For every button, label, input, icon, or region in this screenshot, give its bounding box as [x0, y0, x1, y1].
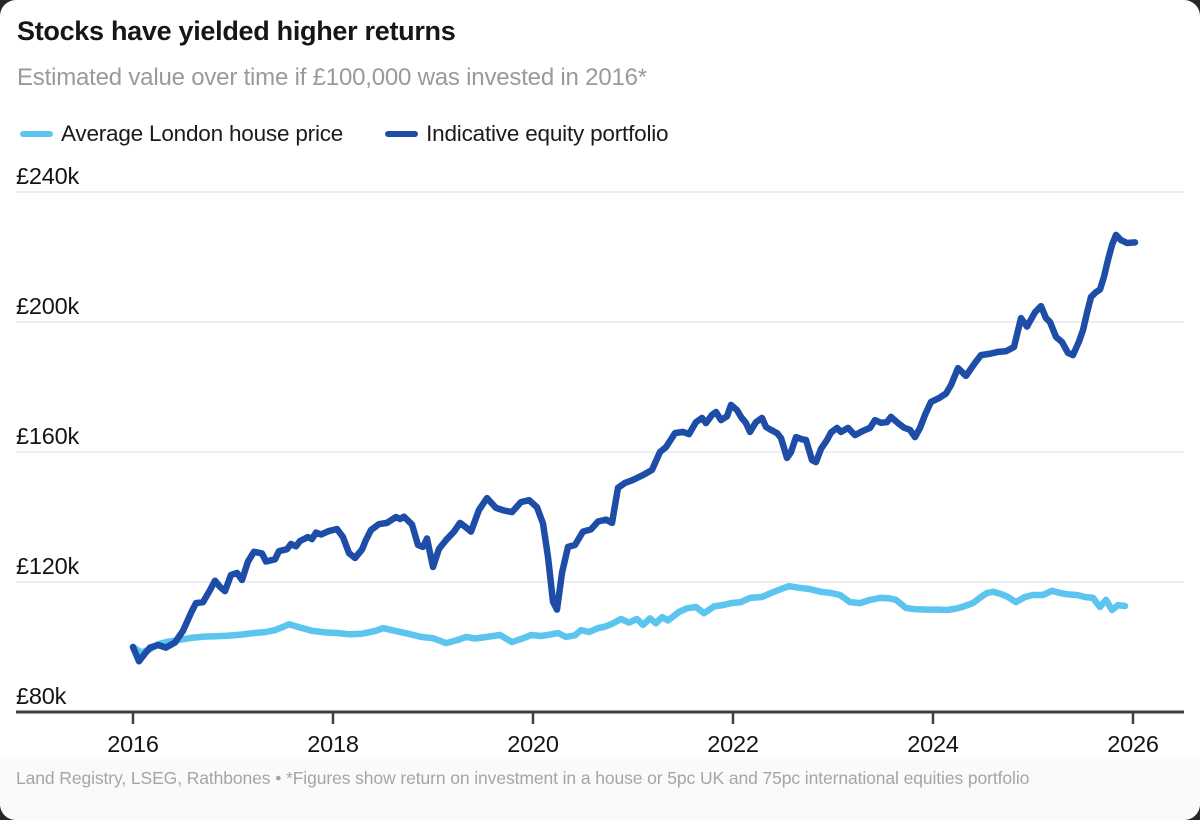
footer-bar: Land Registry, LSEG, Rathbones • *Figure…	[0, 757, 1200, 820]
x-tick-label-2018: 2018	[307, 731, 359, 757]
series-line-indicative-equity-portfolio	[129, 231, 1139, 665]
source-note: Land Registry, LSEG, Rathbones • *Figure…	[16, 768, 1030, 788]
y-tick-label-160k: £160k	[16, 423, 79, 449]
y-tick-label-240k: £240k	[16, 163, 79, 189]
chart-title: Stocks have yielded higher returns	[17, 16, 456, 46]
legend-label-indicative-equity-portfolio: Indicative equity portfolio	[426, 121, 669, 146]
y-tick-label-200k: £200k	[16, 293, 79, 319]
series-line-average-london-house-price	[129, 582, 1129, 656]
legend-label-average-london-house-price: Average London house price	[61, 121, 344, 146]
legend-swatch-indicative-equity-portfolio	[385, 131, 419, 137]
x-tick-label-2020: 2020	[507, 731, 559, 757]
chart-subtitle: Estimated value over time if £100,000 wa…	[17, 64, 647, 91]
legend-item-indicative-equity-portfolio: Indicative equity portfolio	[385, 121, 669, 147]
y-tick-label-120k: £120k	[16, 553, 79, 579]
y-tick-label-80k: £80k	[16, 683, 67, 709]
legend-item-average-london-house-price: Average London house price	[20, 121, 343, 147]
legend-swatch-average-london-house-price	[20, 131, 53, 137]
x-tick-label-2026: 2026	[1107, 731, 1159, 757]
x-tick-label-2016: 2016	[107, 731, 159, 757]
x-tick-label-2022: 2022	[707, 731, 758, 757]
x-tick-label-2024: 2024	[907, 731, 959, 757]
legend: Average London house price Indicative equ…	[20, 119, 669, 149]
